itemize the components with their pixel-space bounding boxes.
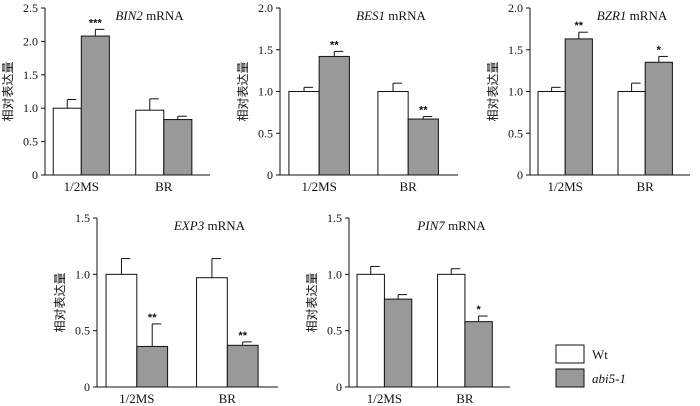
bar-abi5-1-0 <box>564 38 593 176</box>
chart-title-suffix: mRNA <box>143 8 184 23</box>
y-tick-label: 2.0 <box>23 34 38 48</box>
bar-wt-0 <box>288 91 320 176</box>
y-axis-label: 相对表达量 <box>1 61 15 121</box>
y-tick-label: 0.5 <box>75 324 90 338</box>
y-tick-label: 2.0 <box>508 1 523 15</box>
bar-wt-1 <box>135 109 165 176</box>
bar-abi5-1-1 <box>163 119 193 176</box>
y-tick-label: 2.5 <box>23 1 38 15</box>
bar-abi5-1-0 <box>383 298 413 388</box>
y-tick-label: 2.0 <box>258 1 273 15</box>
chart-panel-bzr1: 0 0.5 1.0 1.5 2.0 相对表达量 BZR1 mRNA ** 1/2MS * BR <box>486 1 690 194</box>
significance-label: ** <box>330 39 339 51</box>
x-tick-label: 1/2MS <box>119 391 154 406</box>
bar-abi5-1-0 <box>80 35 110 176</box>
y-tick-label: 0 <box>336 380 342 394</box>
y-axis-label: 相对表达量 <box>53 272 67 332</box>
bar-abi5-1-1 <box>644 61 673 176</box>
chart-title-suffix: mRNA <box>385 8 426 23</box>
y-tick-label: 0.5 <box>508 126 523 140</box>
bar-abi5-1-0 <box>136 345 169 388</box>
x-tick-label: 1/2MS <box>64 179 99 194</box>
bar-wt-0 <box>537 91 566 176</box>
chart-title-gene: BZR1 <box>597 8 627 23</box>
y-axis-label: 相对表达量 <box>486 61 500 121</box>
y-axis-label: 相对表达量 <box>305 272 319 332</box>
chart-title-suffix: mRNA <box>445 218 486 233</box>
bar-wt-0 <box>105 273 138 388</box>
x-tick-label: BR <box>219 391 237 406</box>
x-tick-label: BR <box>637 179 655 194</box>
significance-label: ** <box>419 105 428 117</box>
chart-panel-bes1: 0 0.5 1.0 1.5 2.0 相对表达量 BES1 mRNA ** 1/2MS ** BR <box>236 1 458 194</box>
chart-panel-exp3: 0 0.5 1.0 1.5 相对表达量 EXP3 mRNA ** 1/2MS ** BR <box>53 211 278 406</box>
x-tick-label: 1/2MS <box>367 391 402 406</box>
y-tick-label: 0.5 <box>327 324 342 338</box>
y-tick-label: 1.0 <box>75 267 90 281</box>
chart-title-suffix: mRNA <box>204 218 245 233</box>
legend: Wt abi5-1 <box>555 344 626 388</box>
chart-title-gene: PIN7 <box>416 218 445 233</box>
bar-wt-1 <box>377 91 409 176</box>
y-tick-label: 1.5 <box>327 211 342 225</box>
chart-panel-bin2: 0 0.5 1.0 1.5 2.0 2.5 相对表达量 BIN2 mRNA *** 1/2MS BR <box>1 1 210 194</box>
legend-label-abi5-1: abi5-1 <box>592 371 626 386</box>
x-tick-label: BR <box>456 391 474 406</box>
x-tick-label: 1/2MS <box>547 179 582 194</box>
bar-wt-1 <box>617 91 646 176</box>
y-tick-label: 0 <box>517 168 523 182</box>
y-tick-label: 1.0 <box>258 85 273 99</box>
y-tick-label: 0.5 <box>258 126 273 140</box>
legend-swatch-wt <box>555 344 585 364</box>
chart-title: EXP3 mRNA <box>173 218 246 233</box>
y-tick-label: 1.0 <box>508 85 523 99</box>
y-tick-label: 1.5 <box>23 68 38 82</box>
bar-wt-1 <box>196 277 228 388</box>
y-tick-label: 1.5 <box>75 211 90 225</box>
legend-swatch-abi5-1 <box>555 368 585 388</box>
chart-title-gene: EXP3 <box>173 218 205 233</box>
bar-wt-0 <box>356 273 385 388</box>
chart-title: PIN7 mRNA <box>416 218 486 233</box>
significance-label: ** <box>575 20 584 32</box>
bar-wt-1 <box>437 273 466 388</box>
x-tick-label: BR <box>399 179 417 194</box>
chart-title-suffix: mRNA <box>626 8 667 23</box>
significance-label: * <box>657 44 662 56</box>
bar-abi5-1-1 <box>464 321 493 388</box>
y-tick-label: 1.0 <box>23 101 38 115</box>
x-tick-label: BR <box>155 179 173 194</box>
significance-label: *** <box>89 17 103 29</box>
chart-title: BES1 mRNA <box>356 8 426 23</box>
significance-label: ** <box>148 312 157 324</box>
x-tick-label: 1/2MS <box>301 179 336 194</box>
y-tick-label: 0 <box>84 380 90 394</box>
y-tick-label: 1.5 <box>258 43 273 57</box>
chart-title-gene: BES1 <box>356 8 385 23</box>
y-tick-label: 0.5 <box>23 135 38 149</box>
bar-wt-0 <box>52 107 82 176</box>
y-tick-label: 0 <box>267 168 273 182</box>
significance-label: ** <box>238 330 247 342</box>
chart-title: BIN2 mRNA <box>115 8 184 23</box>
y-axis-label: 相对表达量 <box>236 61 250 121</box>
legend-label-wt: Wt <box>592 347 608 362</box>
significance-label: * <box>476 304 481 316</box>
y-tick-label: 1.0 <box>327 267 342 281</box>
y-tick-label: 1.5 <box>508 43 523 57</box>
bar-abi5-1-1 <box>226 344 259 388</box>
y-tick-label: 0 <box>32 168 38 182</box>
chart-title-gene: BIN2 <box>115 8 143 23</box>
bar-abi5-1-0 <box>318 55 350 176</box>
chart-title: BZR1 mRNA <box>597 8 668 23</box>
chart-panel-pin7: 0 0.5 1.0 1.5 相对表达量 PIN7 mRNA 1/2MS * BR <box>305 211 510 406</box>
bar-abi5-1-1 <box>407 118 439 176</box>
